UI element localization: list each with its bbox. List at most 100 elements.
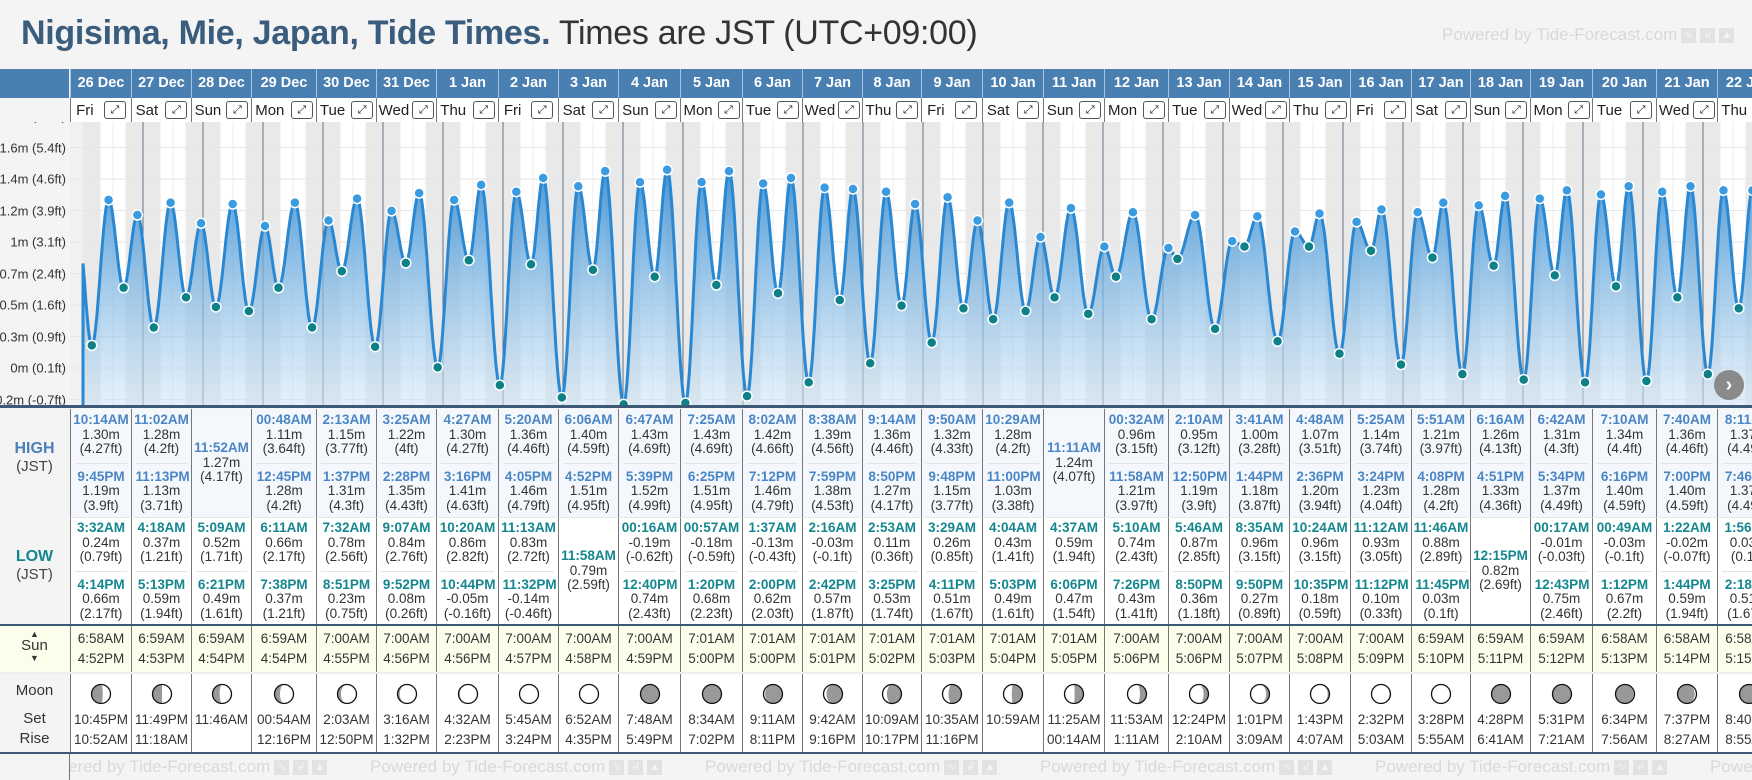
low-tide-point [1640,375,1653,387]
expand-day-icon[interactable]: ⤢ [290,101,313,119]
moon-cell: 12:24PM 2:10AM [1168,674,1229,752]
expand-day-icon[interactable]: ⤢ [1079,101,1102,119]
low-time: 1:12PM [1600,576,1649,592]
high-height-ft: (3.15ft) [1115,441,1158,456]
low-tide-point [306,321,318,334]
low-time: 4:04AM [988,520,1037,535]
sunrise-time: 6:59AM [260,631,308,646]
low-time: 3:25PM [868,576,916,592]
moonrise-time: 8:27AM [1663,732,1711,747]
y-tick-label: 1.8m (6.1ft) [0,122,66,124]
expand-day-icon[interactable]: ⤢ [717,101,740,119]
low-tides-cell: 8:35AM 0.96m (3.15ft) 9:50PM 0.27m (0.89ft) [1229,517,1289,624]
low-tide-point [895,299,908,312]
moonrise-time: 3:09AM [1236,732,1283,747]
low-tide-point [1395,358,1407,371]
high-tide-entry: 6:25PM 1.51m (4.95ft) [684,462,739,516]
scroll-next-button[interactable]: › [1714,370,1744,400]
weekday-label: Thu [1293,101,1319,119]
expand-day-icon[interactable]: ⤢ [1630,101,1653,119]
expand-day-icon[interactable]: ⤢ [1567,101,1590,119]
expand-day-icon[interactable]: ⤢ [777,101,800,119]
low-time: 10:24AM [1292,520,1348,535]
expand-day-icon[interactable]: ⤢ [226,101,249,119]
low-tide-point [1019,305,1032,317]
date-label: 12 Jan [1113,75,1160,91]
moon-phase-icon [273,683,295,705]
low-height-m: 0.87m [1180,534,1218,550]
low-time: 9:52PM [382,576,431,592]
high-height-ft: (4ft) [394,441,419,456]
high-tides-cell: 10:29AM 1.28m (4.2ft) 11:00PM 1.03m (3.38ft) [982,409,1043,517]
sun-label: ▲ Sun ▼ [0,626,69,672]
expand-day-icon[interactable]: ⤢ [165,101,188,119]
high-height-m: 1.23m [1362,483,1400,498]
high-time: 00:32AM [1108,412,1165,427]
high-tide-entry: 10:14AM 1.30m (4.27ft) [73,411,129,459]
expand-day-icon[interactable]: ⤢ [1444,101,1467,119]
high-time: 11:58AM [1109,468,1164,484]
moonrise-time: 7:21AM [1538,732,1585,747]
expand-day-icon[interactable]: ⤢ [954,101,977,119]
high-height-m: 1.33m [1481,483,1520,498]
moonrise-time: 9:16PM [809,732,856,747]
weekday-label: Sun [622,101,649,119]
low-time: 5:03PM [989,576,1037,592]
moonset-time: 11:53AM [1109,712,1164,727]
table-bottom-border [0,752,1752,754]
high-height-m: 1.37m [1729,426,1752,442]
high-tide-point [1375,203,1388,216]
weekday-cell: Mon ⤢ [1104,98,1168,122]
expand-day-icon[interactable]: ⤢ [412,101,435,119]
moonrise-time: 11:46AM [194,712,249,727]
expand-day-icon[interactable]: ⤢ [1143,101,1166,119]
expand-day-icon[interactable]: ⤢ [1383,101,1406,119]
high-tide-point [1622,180,1635,192]
weekday-label: Fri [76,101,94,119]
expand-day-icon[interactable]: ⤢ [1505,101,1528,119]
expand-day-icon[interactable]: ⤢ [1265,101,1288,119]
expand-day-icon[interactable]: ⤢ [531,101,554,119]
moonset-time: 10:09AM [864,712,920,727]
high-height-ft: (4.27ft) [79,441,123,456]
weekday-cell: Sat ⤢ [1411,98,1470,122]
high-height-ft: (4.4ft) [1606,441,1643,456]
expand-day-icon[interactable]: ⤢ [1017,101,1040,119]
expand-day-icon[interactable]: ⤢ [1203,101,1226,119]
moon-cell: 1:01PM 3:09AM [1229,674,1289,752]
expand-day-icon[interactable]: ⤢ [654,101,677,119]
low-height-ft: (2.59ft) [567,577,610,593]
expand-day-icon[interactable]: ⤢ [103,101,126,119]
expand-day-icon[interactable]: ⤢ [1324,101,1347,119]
low-height-ft: (1.54ft) [1052,605,1096,621]
moonrise-time: 10:52AM [73,732,129,747]
moonrise-time: 4:07AM [1296,732,1344,747]
expand-day-icon[interactable]: ⤢ [351,101,374,119]
low-tide-point [1517,373,1530,386]
sunrise-time: 7:01AM [928,631,976,646]
expand-day-icon[interactable]: ⤢ [472,101,495,119]
moonrise-time: 4:35PM [565,732,612,747]
high-height-ft: (4.49ft) [1727,497,1752,513]
low-height-m: 0.59m [142,591,181,606]
low-height-m: -0.13m [751,534,794,550]
moonrise-time: 7:56AM [1601,732,1648,747]
timezone-note: Times are JST (UTC+09:00) [558,14,978,52]
low-height-ft: (1.94ft) [140,605,183,621]
sun-cell: 7:01AM 5:03PM [921,626,982,672]
expand-day-icon[interactable]: ⤢ [592,101,615,119]
sunrise-time: 7:01AM [809,631,856,646]
moonset-time: 7:37PM [1663,712,1711,727]
expand-day-icon[interactable]: ⤢ [1693,101,1716,119]
high-tide-entry: 4:27AM 1.30m (4.27ft) [443,411,491,459]
moon-phase-icon [1738,683,1752,705]
low-height-m: 0.49m [994,591,1032,606]
high-time: 4:52PM [564,468,613,484]
low-tides-cell: 11:13AM 0.83m (2.72ft) 11:32PM -0.14m (-0.46f… [498,517,558,624]
watermark-text: Powered by Tide-Forecast.com [705,757,941,776]
expand-day-icon[interactable]: ⤢ [838,101,861,119]
footer-watermarks: Powered by Tide-Forecast.com∿↲▲Powered b… [69,754,1752,780]
low-time: 8:51PM [322,576,371,592]
high-label: HIGH (JST) [0,440,69,475]
expand-day-icon[interactable]: ⤢ [896,101,919,119]
